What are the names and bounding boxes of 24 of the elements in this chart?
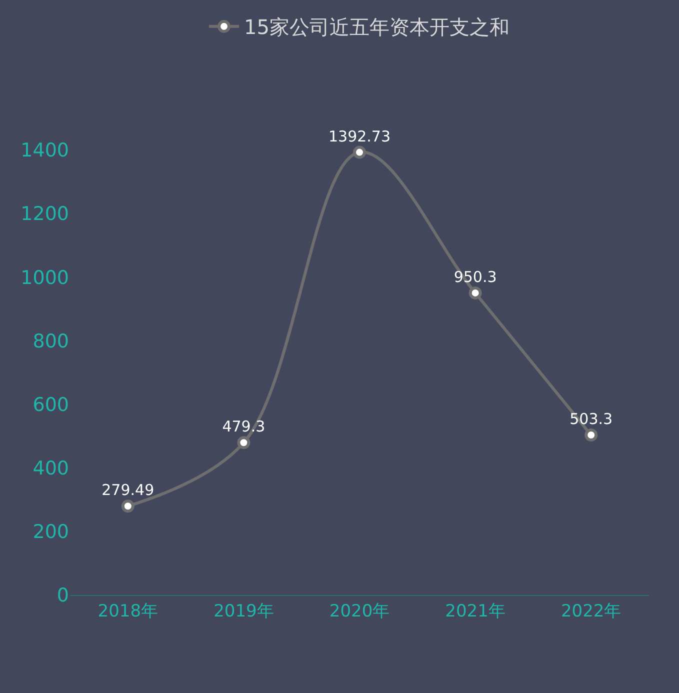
point: [121, 500, 134, 513]
y-tick-label: 600: [32, 394, 69, 416]
y-tick-label: 200: [32, 521, 69, 544]
point: [468, 286, 482, 300]
y-tick-label: 1200: [20, 203, 69, 226]
data-label: 503.3: [570, 410, 613, 428]
point: [237, 436, 250, 450]
point: [353, 146, 366, 159]
data-label: 479.3: [222, 418, 266, 436]
x-tick-label: 2022年: [560, 601, 622, 622]
legend-label: 15家公司近五年资本开支之和: [244, 15, 510, 40]
x-tick-label: 2019年: [214, 601, 274, 622]
x-tick-label: 2021年: [445, 601, 506, 622]
x-tick-label: 2018年: [98, 601, 158, 622]
data-label: 950.3: [454, 268, 497, 286]
data-label: 279.49: [102, 481, 154, 500]
y-tick-label: 400: [32, 458, 69, 480]
y-tick-label: 1400: [20, 140, 69, 162]
y-tick-label: 1000: [20, 266, 69, 289]
y-tick-label: 800: [32, 330, 69, 352]
data-label: 1392.73: [328, 127, 391, 146]
x-tick-label: 2020年: [329, 601, 390, 622]
point: [584, 428, 598, 442]
y-tick-label: 0: [56, 584, 69, 607]
